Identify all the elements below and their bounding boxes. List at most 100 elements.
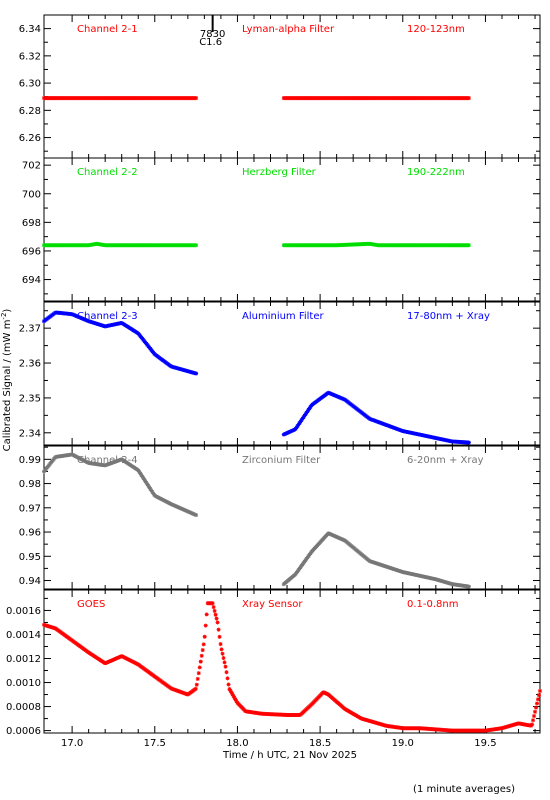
- data-point: [215, 620, 220, 625]
- data-point: [201, 642, 206, 647]
- data-point: [196, 671, 201, 676]
- panel-frame: [43, 589, 541, 734]
- panel-1: 6.26 6.28 6.30 6.32 6.34 Channel 2-1 Lyman-alp…: [19, 14, 541, 159]
- y-tick-label: 6.34: [19, 24, 41, 35]
- y-tick-label: 0.94: [19, 576, 41, 587]
- x-tick-label: 18.5: [309, 738, 331, 749]
- y-tick-label: 0.0010: [6, 678, 41, 689]
- x-tick-label: 19.5: [474, 738, 496, 749]
- y-tick-label: 0.0008: [6, 702, 41, 713]
- data-point: [199, 653, 204, 658]
- channel-label: Channel 2-3: [77, 311, 138, 322]
- band-label: 0.1-0.8nm: [407, 599, 459, 610]
- panels: 6.26 6.28 6.30 6.32 6.34 Channel 2-1 Lyman-alp…: [6, 14, 542, 761]
- data-point: [200, 648, 205, 653]
- y-tick-label: 0.99: [19, 455, 41, 466]
- data-point: [210, 601, 215, 606]
- x-axis-label: Time / h UTC, 21 Nov 2025: [222, 750, 357, 761]
- data-point: [194, 513, 199, 518]
- y-tick-label: 0.97: [19, 503, 41, 514]
- y-tick-label: 698: [22, 218, 41, 229]
- data-point: [234, 699, 239, 704]
- data-point: [204, 612, 209, 617]
- y-tick-label: 2.37: [19, 324, 41, 335]
- y-tick-label: 6.32: [19, 51, 41, 62]
- panel-5: 0.0006 0.0008 0.0010 0.0012 0.0014 0.0016 17.0…: [6, 589, 542, 761]
- data-point: [232, 695, 237, 700]
- band-label: 190-222nm: [407, 167, 465, 178]
- data-point: [220, 651, 225, 656]
- y-tick-label: 2.36: [19, 359, 41, 370]
- data-point: [530, 722, 535, 727]
- x-tick-label: 17.5: [144, 738, 166, 749]
- data-point: [219, 647, 224, 652]
- filter-label: Aluminium Filter: [242, 311, 325, 322]
- data-point: [194, 96, 199, 101]
- x-tick-label: 17.0: [61, 738, 83, 749]
- y-tick-label: 0.0006: [6, 726, 41, 737]
- data-point: [532, 714, 537, 719]
- y-tick-label: 6.26: [19, 133, 41, 144]
- data-point: [195, 676, 200, 681]
- data-series: [42, 601, 542, 733]
- channel-label: Channel 2-4: [77, 455, 138, 466]
- data-point: [535, 701, 540, 706]
- data-point: [214, 616, 219, 621]
- data-series: [42, 241, 471, 248]
- y-tick-label: 6.30: [19, 79, 41, 90]
- data-point: [227, 687, 232, 692]
- channel-label: Channel 2-2: [77, 167, 138, 178]
- data-point: [466, 96, 471, 101]
- data-point: [211, 605, 216, 610]
- panel-frame: [43, 157, 541, 302]
- band-label: 6-20nm + Xray: [407, 455, 484, 466]
- y-tick-label: 0.0016: [6, 606, 41, 617]
- data-point: [531, 718, 536, 723]
- data-point: [212, 608, 217, 613]
- data-point: [536, 697, 541, 702]
- band-label: 120-123nm: [407, 24, 465, 35]
- y-tick-label: 2.34: [19, 428, 41, 439]
- panel-3: 2.34 2.35 2.36 2.37 Channel 2-3 Aluminium Fil…: [19, 301, 541, 446]
- data-point: [225, 676, 230, 681]
- panel-frame: [43, 445, 541, 590]
- data-point: [217, 634, 222, 639]
- data-point: [224, 670, 229, 675]
- data-point: [226, 682, 231, 687]
- y-tick-label: 2.35: [19, 393, 41, 404]
- data-point: [194, 682, 199, 687]
- data-point: [228, 688, 233, 693]
- y-tick-label: 0.0014: [6, 630, 41, 641]
- data-point: [202, 634, 207, 639]
- data-point: [538, 688, 542, 693]
- data-point: [534, 705, 539, 710]
- data-point: [203, 623, 208, 628]
- data-point: [218, 642, 223, 647]
- data-point: [466, 584, 471, 589]
- y-tick-label: 6.28: [19, 106, 41, 117]
- data-point: [194, 243, 199, 248]
- data-point: [466, 440, 471, 445]
- event-marker-label-bottom: C1.6: [199, 37, 222, 48]
- filter-label: Lyman-alpha Filter: [242, 24, 335, 35]
- x-tick-label: 18.0: [226, 738, 248, 749]
- data-point: [221, 656, 226, 661]
- data-point: [222, 660, 227, 665]
- filter-label: Xray Sensor: [242, 599, 303, 610]
- y-tick-label: 702: [22, 161, 41, 172]
- data-series: [42, 452, 471, 589]
- data-series: [42, 310, 471, 445]
- data-point: [213, 612, 218, 617]
- data-point: [194, 371, 199, 376]
- data-point: [193, 686, 198, 691]
- footnote: (1 minute averages): [413, 784, 515, 795]
- data-series: [42, 96, 471, 101]
- data-point: [466, 243, 471, 248]
- y-tick-label: 0.95: [19, 552, 41, 563]
- x-tick-label: 19.0: [392, 738, 414, 749]
- data-point: [229, 690, 234, 695]
- panel-frame: [43, 14, 541, 159]
- band-label: 17-80nm + Xray: [407, 311, 490, 322]
- panel-2: 694 696 698 700 702 Channel 2-2 Herzberg Filte…: [22, 157, 541, 302]
- data-point: [197, 665, 202, 670]
